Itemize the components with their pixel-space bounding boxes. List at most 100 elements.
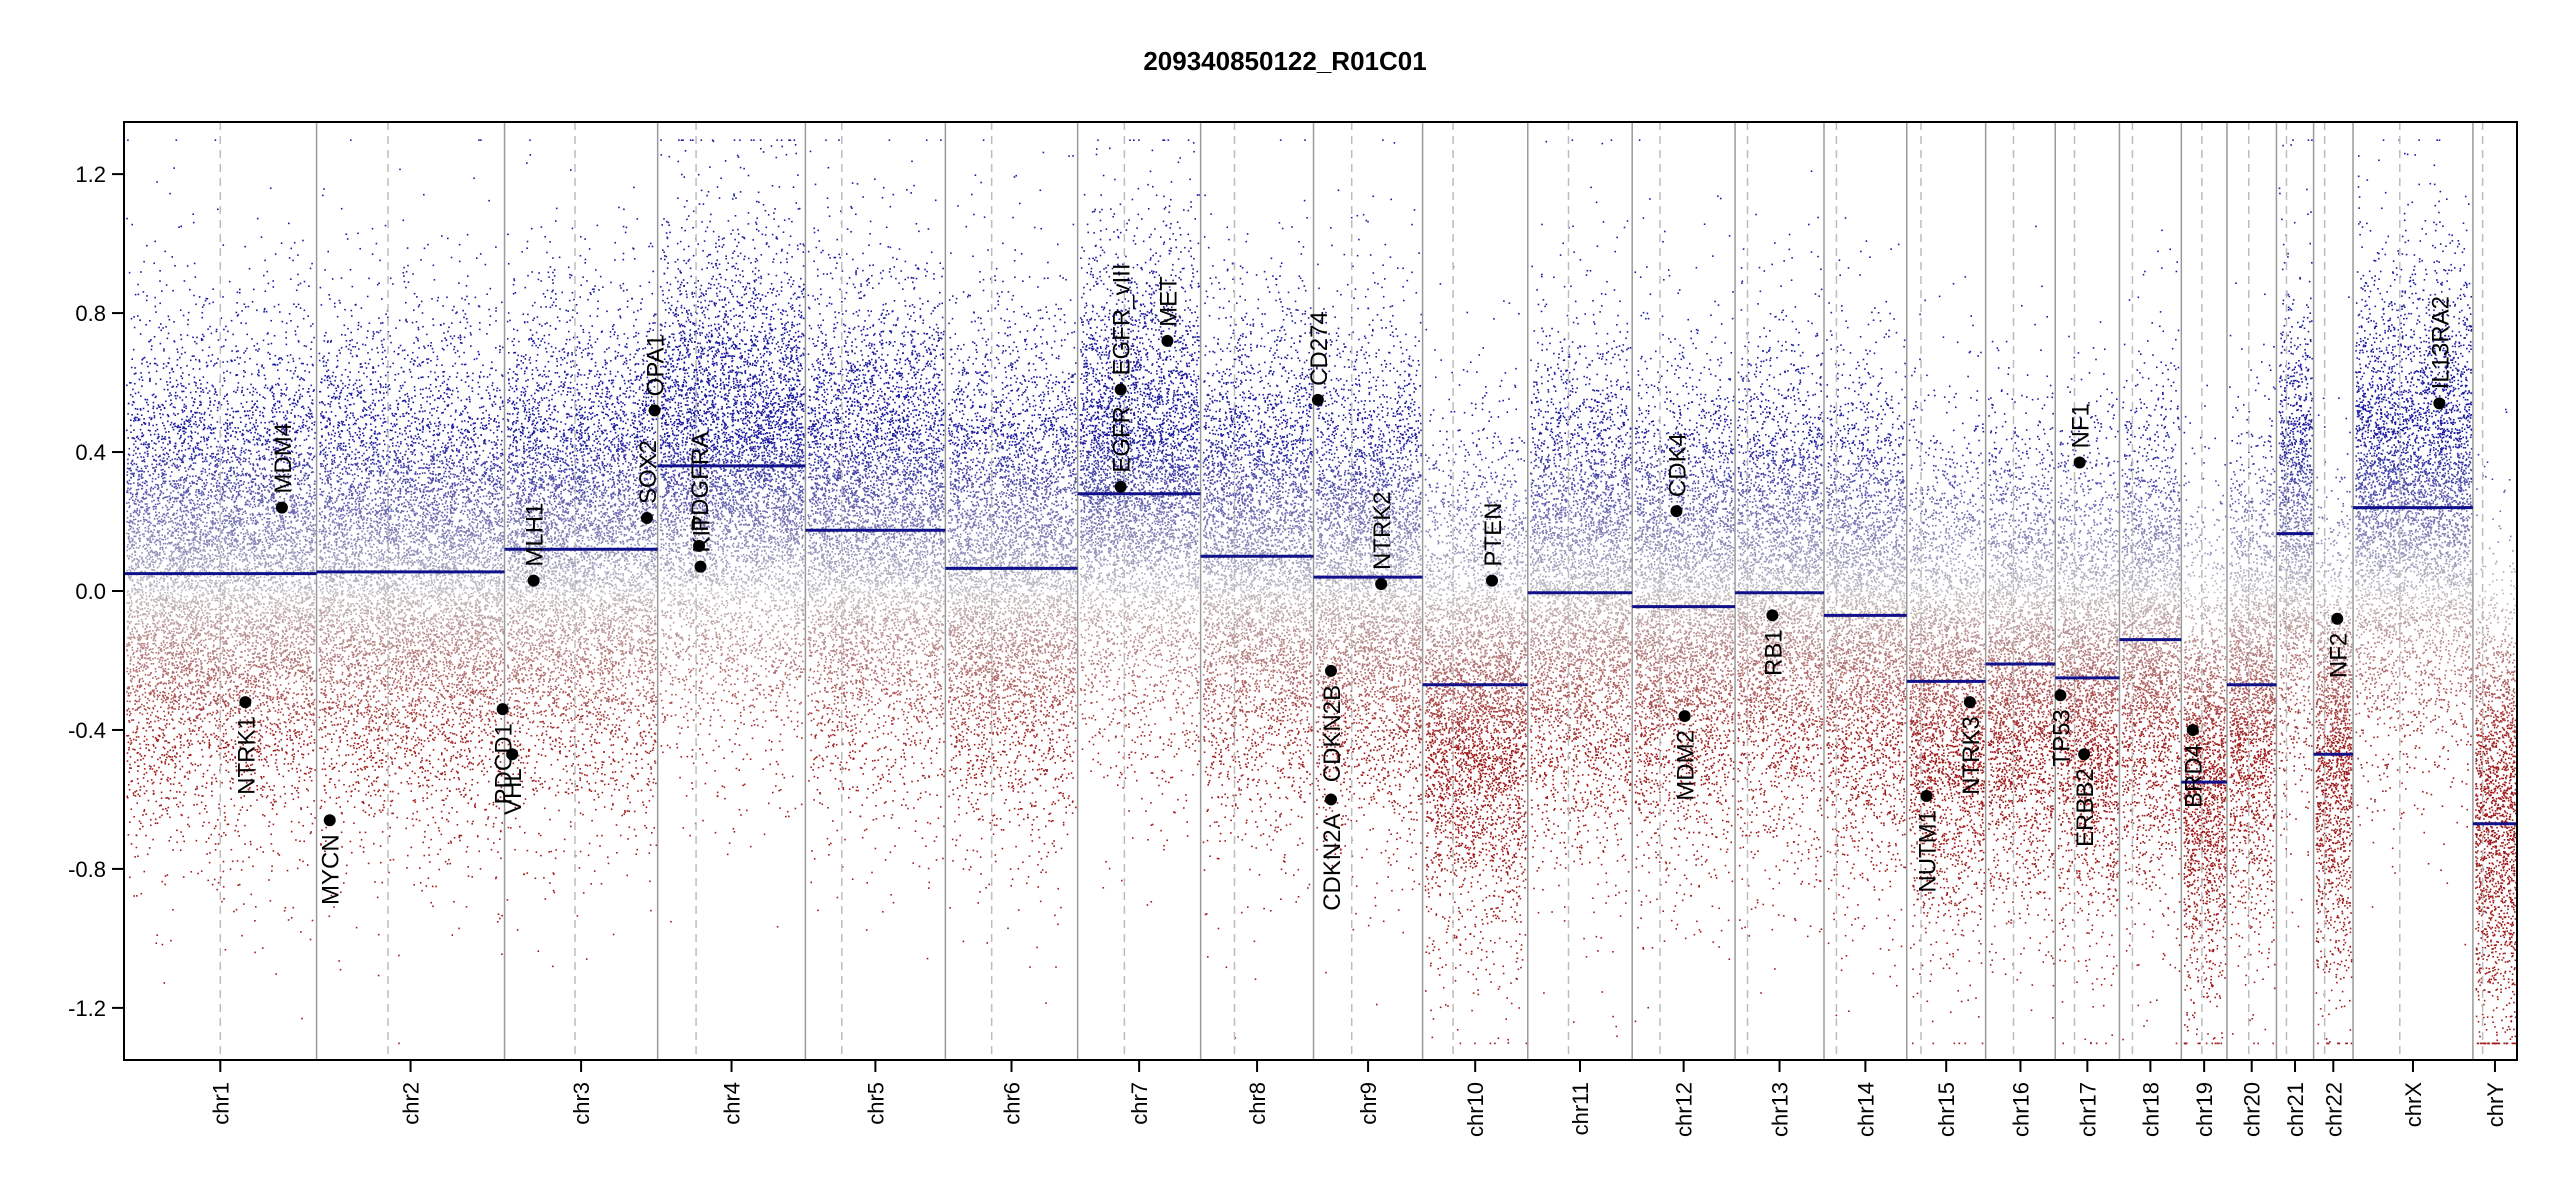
probe-point — [258, 451, 260, 453]
probe-point — [185, 387, 187, 389]
probe-point — [239, 594, 241, 596]
probe-point — [196, 412, 198, 414]
probe-point — [203, 646, 205, 648]
probe-point — [180, 849, 182, 851]
probe-point — [288, 527, 290, 529]
probe-point — [180, 594, 182, 596]
probe-point — [155, 383, 157, 385]
probe-point — [192, 611, 194, 613]
probe-point — [189, 730, 191, 732]
probe-point — [160, 330, 162, 332]
probe-point — [223, 244, 225, 246]
probe-point — [189, 601, 191, 603]
probe-point — [252, 513, 254, 515]
probe-point — [184, 404, 186, 406]
probe-point — [208, 656, 210, 658]
probe-point — [312, 501, 314, 503]
probe-point — [182, 631, 184, 633]
probe-point — [299, 558, 301, 560]
probe-point — [194, 588, 196, 590]
probe-point — [135, 709, 137, 711]
probe-point — [220, 877, 222, 879]
probe-point — [193, 643, 195, 645]
probe-point — [281, 529, 283, 531]
probe-point — [207, 328, 209, 330]
probe-point — [203, 736, 205, 738]
probe-point — [167, 674, 169, 676]
probe-point — [167, 658, 169, 660]
probe-point — [200, 536, 202, 538]
probe-point — [179, 734, 181, 736]
probe-point — [193, 553, 195, 555]
probe-point — [248, 415, 250, 417]
probe-point — [262, 456, 264, 458]
probe-point — [150, 715, 152, 717]
probe-point — [170, 521, 172, 523]
probe-point — [163, 646, 165, 648]
probe-point — [174, 678, 176, 680]
probe-point — [185, 683, 187, 685]
probe-point — [266, 619, 268, 621]
probe-point — [179, 559, 181, 561]
probe-point — [198, 442, 200, 444]
probe-point — [277, 528, 279, 530]
probe-point — [185, 566, 187, 568]
probe-point — [145, 747, 147, 749]
probe-point — [209, 397, 211, 399]
probe-point — [262, 396, 264, 398]
probe-point — [204, 623, 206, 625]
probe-point — [294, 729, 296, 731]
probe-point — [204, 440, 206, 442]
probe-point — [166, 284, 168, 286]
probe-point — [180, 598, 182, 600]
probe-point — [195, 702, 197, 704]
probe-point — [134, 501, 136, 503]
probe-point — [188, 581, 190, 583]
probe-point — [136, 651, 138, 653]
probe-point — [133, 444, 135, 446]
probe-point — [261, 236, 263, 238]
probe-point — [275, 754, 277, 756]
probe-point — [180, 554, 182, 556]
probe-point — [199, 708, 201, 710]
probe-point — [194, 377, 196, 379]
probe-point — [209, 747, 211, 749]
probe-point — [159, 538, 161, 540]
probe-point — [130, 394, 132, 396]
probe-point — [206, 482, 208, 484]
probe-point — [195, 522, 197, 524]
probe-point — [289, 257, 291, 259]
probe-point — [314, 708, 316, 710]
probe-point — [157, 518, 159, 520]
probe-point — [233, 452, 235, 454]
probe-point — [298, 426, 300, 428]
probe-point — [288, 535, 290, 537]
probe-point — [308, 628, 310, 630]
probe-point — [257, 705, 259, 707]
probe-point — [292, 527, 294, 529]
probe-point — [156, 602, 158, 604]
probe-point — [145, 835, 147, 837]
probe-point — [167, 777, 169, 779]
probe-point — [213, 586, 215, 588]
probe-point — [173, 413, 175, 415]
probe-point — [306, 527, 308, 529]
probe-point — [173, 645, 175, 647]
probe-point — [272, 808, 274, 810]
probe-point — [133, 611, 135, 613]
probe-point — [189, 669, 191, 671]
probe-point — [230, 482, 232, 484]
probe-point — [232, 636, 234, 638]
probe-point — [241, 435, 243, 437]
probe-point — [141, 474, 143, 476]
probe-point — [294, 415, 296, 417]
probe-point — [203, 559, 205, 561]
probe-point — [250, 661, 252, 663]
probe-point — [133, 516, 135, 518]
probe-point — [181, 785, 183, 787]
probe-point — [296, 533, 298, 535]
probe-point — [307, 631, 309, 633]
probe-point — [137, 648, 139, 650]
probe-point — [188, 526, 190, 528]
probe-point — [165, 668, 167, 670]
